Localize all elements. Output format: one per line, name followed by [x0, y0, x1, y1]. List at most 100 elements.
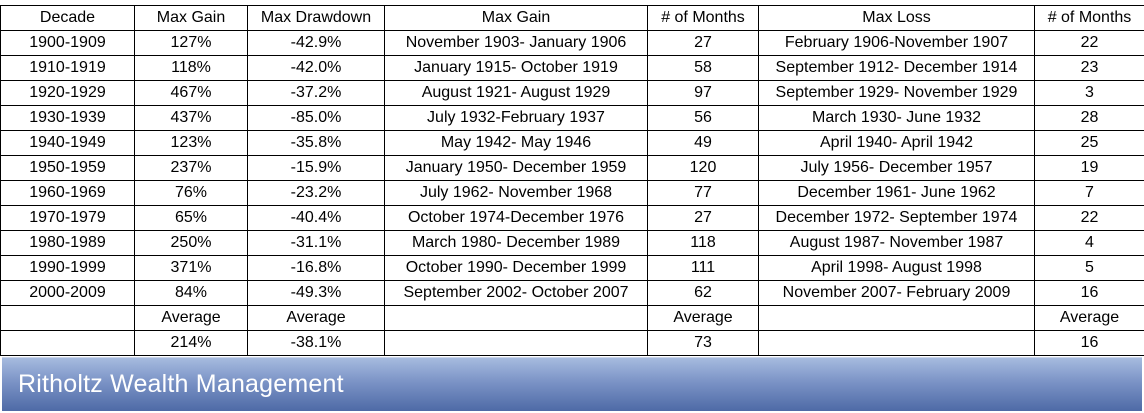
table-row: 1930-1939 437% -85.0% July 1932-February 19…: [0, 105, 1144, 131]
table-cell: # of Months: [1034, 5, 1144, 31]
table-cell: 25: [1034, 130, 1144, 156]
table-cell: 27: [647, 30, 759, 56]
table-cell: 1940-1949: [0, 130, 135, 156]
table-cell: -23.2%: [247, 180, 385, 206]
table-cell: 118: [647, 230, 759, 256]
table-cell: 2000-2009: [0, 280, 135, 306]
table-row: 1960-1969 76% -23.2% July 1962- November 19…: [0, 180, 1144, 206]
table-cell: 120: [647, 155, 759, 181]
table-cell: 5: [1034, 255, 1144, 281]
table-row: 1950-1959 237% -15.9% January 1950- Decembe…: [0, 155, 1144, 181]
table-cell: 22: [1034, 30, 1144, 56]
table-cell: [384, 305, 648, 331]
table-cell: 1900-1909: [0, 30, 135, 56]
table-cell: 1970-1979: [0, 205, 135, 231]
table-cell: November 2007- February 2009: [758, 280, 1035, 306]
brand-footer-bar: Ritholtz Wealth Management: [2, 357, 1142, 411]
table-cell: 49: [647, 130, 759, 156]
table-cell: 467%: [134, 80, 248, 106]
table-cell: January 1950- December 1959: [384, 155, 648, 181]
table-row: 1910-1919 118% -42.0% January 1915- October…: [0, 55, 1144, 81]
table-cell: Average: [134, 305, 248, 331]
table-cell: February 1906-November 1907: [758, 30, 1035, 56]
table-cell: 1990-1999: [0, 255, 135, 281]
table-cell: July 1962- November 1968: [384, 180, 648, 206]
table-cell: Average: [1034, 305, 1144, 331]
table-row: 1990-1999 371% -16.8% October 1990- Decembe…: [0, 255, 1144, 281]
table-cell: Max Gain: [134, 5, 248, 31]
table-cell: 56: [647, 105, 759, 131]
average-label-row: Average Average Average Average: [0, 305, 1144, 331]
table-cell: -42.9%: [247, 30, 385, 56]
table-cell: 22: [1034, 205, 1144, 231]
table-cell: 97: [647, 80, 759, 106]
table-cell: September 1929- November 1929: [758, 80, 1035, 106]
table-cell: -37.2%: [247, 80, 385, 106]
table-cell: August 1921- August 1929: [384, 80, 648, 106]
table-cell: 3: [1034, 80, 1144, 106]
table-cell: Average: [647, 305, 759, 331]
table-row: 2000-2009 84% -49.3% September 2002- Octobe…: [0, 280, 1144, 306]
table-cell: -15.9%: [247, 155, 385, 181]
table-cell: December 1961- June 1962: [758, 180, 1035, 206]
table-cell: March 1930- June 1932: [758, 105, 1035, 131]
table-row: 1970-1979 65% -40.4% October 1974-December …: [0, 205, 1144, 231]
table-cell: 16: [1034, 330, 1144, 356]
table-cell: Max Drawdown: [247, 5, 385, 31]
table-cell: 118%: [134, 55, 248, 81]
table-cell: January 1915- October 1919: [384, 55, 648, 81]
table-cell: [0, 305, 135, 331]
table-cell: 1980-1989: [0, 230, 135, 256]
table-row: 1920-1929 467% -37.2% August 1921- August 1…: [0, 80, 1144, 106]
table-cell: [758, 330, 1035, 356]
table-cell: May 1942- May 1946: [384, 130, 648, 156]
brand-name: Ritholtz Wealth Management: [18, 370, 344, 398]
table-cell: -35.8%: [247, 130, 385, 156]
table-cell: March 1980- December 1989: [384, 230, 648, 256]
table-cell: October 1974-December 1976: [384, 205, 648, 231]
table-cell: 237%: [134, 155, 248, 181]
table-cell: October 1990- December 1999: [384, 255, 648, 281]
table-cell: 62: [647, 280, 759, 306]
table-row: 1980-1989 250% -31.1% March 1980- December …: [0, 230, 1144, 256]
table-cell: [758, 305, 1035, 331]
table-header-row: Decade Max Gain Max Drawdown Max Gain # of M…: [0, 5, 1144, 31]
table-cell: 19: [1034, 155, 1144, 181]
table-cell: July 1932-February 1937: [384, 105, 648, 131]
table-cell: 214%: [134, 330, 248, 356]
table-cell: 27: [647, 205, 759, 231]
table-cell: 437%: [134, 105, 248, 131]
table-cell: 1920-1929: [0, 80, 135, 106]
table-cell: 23: [1034, 55, 1144, 81]
table-cell: July 1956- December 1957: [758, 155, 1035, 181]
table-cell: August 1987- November 1987: [758, 230, 1035, 256]
table-cell: 58: [647, 55, 759, 81]
table-cell: 123%: [134, 130, 248, 156]
table-cell: 84%: [134, 280, 248, 306]
average-value-row: 214% -38.1% 73 16: [0, 330, 1144, 356]
table-cell: Max Loss: [758, 5, 1035, 31]
table-cell: -49.3%: [247, 280, 385, 306]
table-cell: April 1998- August 1998: [758, 255, 1035, 281]
table-cell: 127%: [134, 30, 248, 56]
table-cell: April 1940- April 1942: [758, 130, 1035, 156]
table-body: Decade Max Gain Max Drawdown Max Gain # of M…: [0, 5, 1144, 356]
table-cell: September 2002- October 2007: [384, 280, 648, 306]
table-cell: Average: [247, 305, 385, 331]
table-cell: [384, 330, 648, 356]
table-cell: 111: [647, 255, 759, 281]
table-cell: 1930-1939: [0, 105, 135, 131]
table-cell: -16.8%: [247, 255, 385, 281]
table-cell: November 1903- January 1906: [384, 30, 648, 56]
table-cell: Decade: [0, 5, 135, 31]
table-cell: 1960-1969: [0, 180, 135, 206]
table-cell: 250%: [134, 230, 248, 256]
table-cell: 77: [647, 180, 759, 206]
table-cell: 65%: [134, 205, 248, 231]
table-cell: [0, 330, 135, 356]
table-cell: 1950-1959: [0, 155, 135, 181]
table-cell: 16: [1034, 280, 1144, 306]
table-cell: 7: [1034, 180, 1144, 206]
table-row: 1940-1949 123% -35.8% May 1942- May 1946 49 A…: [0, 130, 1144, 156]
